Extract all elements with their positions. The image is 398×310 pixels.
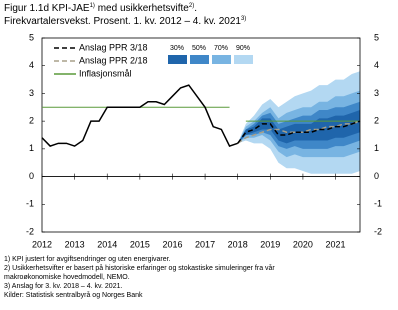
y-tick-label: 3 [29, 88, 34, 98]
y-tick-label: 0 [29, 171, 34, 181]
x-tick-label: 2018 [228, 239, 248, 249]
fan-legend-swatch [190, 55, 209, 64]
title-part: 2) [189, 3, 194, 9]
legend-box [48, 41, 166, 83]
fan-legend-label: 70% [214, 45, 228, 52]
y2-tick-label: 4 [374, 60, 379, 70]
footnote: Kilder: Statistisk sentralbyrå og Norges… [4, 291, 143, 299]
footnote: 2) Usikkerhetsvifter er basert på histor… [4, 264, 275, 272]
chart-title: Figur 1.1d KPI-JAE1) med usikkerhetsvift… [4, 3, 197, 14]
y2-tick-label: 0 [374, 171, 379, 181]
x-tick-label: 2019 [260, 239, 280, 249]
y-tick-label: 1 [29, 143, 34, 153]
x-tick-label: 2013 [65, 239, 85, 249]
fan-legend-swatch [212, 55, 231, 64]
title-part: med usikkerhetsvifte [95, 3, 189, 14]
x-tick-label: 2016 [162, 239, 182, 249]
x-tick-label: 2015 [130, 239, 150, 249]
title-part: 1) [90, 3, 95, 9]
y2-tick-label: 5 [374, 32, 379, 42]
x-tick-label: 2012 [32, 239, 52, 249]
footnote: 1) KPI justert for avgiftsendringer og u… [4, 256, 171, 263]
fan-legend-label: 90% [236, 45, 250, 52]
y2-tick-label: 2 [374, 116, 379, 126]
legend-label: Anslag PPR 3/18 [79, 42, 148, 52]
x-tick-label: 2014 [97, 239, 117, 249]
y-tick-label: -2 [26, 226, 34, 236]
y-tick-label: 2 [29, 116, 34, 126]
fan-legend-swatch [234, 55, 253, 64]
x-tick-label: 2020 [293, 239, 313, 249]
series-line [237, 120, 361, 144]
y-tick-label: 4 [29, 60, 34, 70]
subtitle-part: 3) [241, 16, 246, 22]
history-line [41, 84, 238, 148]
title-part: . [194, 3, 197, 14]
legend-label: Inflasjonsmål [79, 68, 132, 78]
footnote: 3) Anslag for 3. kv. 2018 – 4. kv. 2021. [4, 283, 122, 290]
x-tick-label: 2017 [195, 239, 215, 249]
y2-tick-label: 1 [374, 143, 379, 153]
title-part: Figur 1.1d KPI-JAE [4, 3, 90, 14]
legend: Anslag PPR 3/18 Anslag PPR 2/18 Inflasjons… [48, 41, 253, 83]
plot-frame [41, 37, 361, 233]
fan-legend-label: 50% [192, 45, 206, 52]
y2-tick-label: -2 [374, 226, 382, 236]
subtitle-part: Firekvartalersvekst. Prosent. 1. kv. 201… [4, 16, 241, 27]
y2-tick-label: -1 [374, 199, 382, 209]
fan-legend-swatch [168, 55, 187, 64]
footnote: makroøkonomiske hovedmodell, NEMO. [4, 274, 130, 281]
fan-legend-label: 30% [170, 45, 184, 52]
chart-subtitle: Firekvartalersvekst. Prosent. 1. kv. 201… [4, 16, 246, 27]
legend-label: Anslag PPR 2/18 [79, 55, 148, 65]
y-tick-label: -1 [26, 199, 34, 209]
fan-band [237, 110, 360, 144]
y-tick-label: 5 [29, 32, 34, 42]
y2-tick-label: 3 [374, 88, 379, 98]
x-tick-label: 2021 [326, 239, 346, 249]
